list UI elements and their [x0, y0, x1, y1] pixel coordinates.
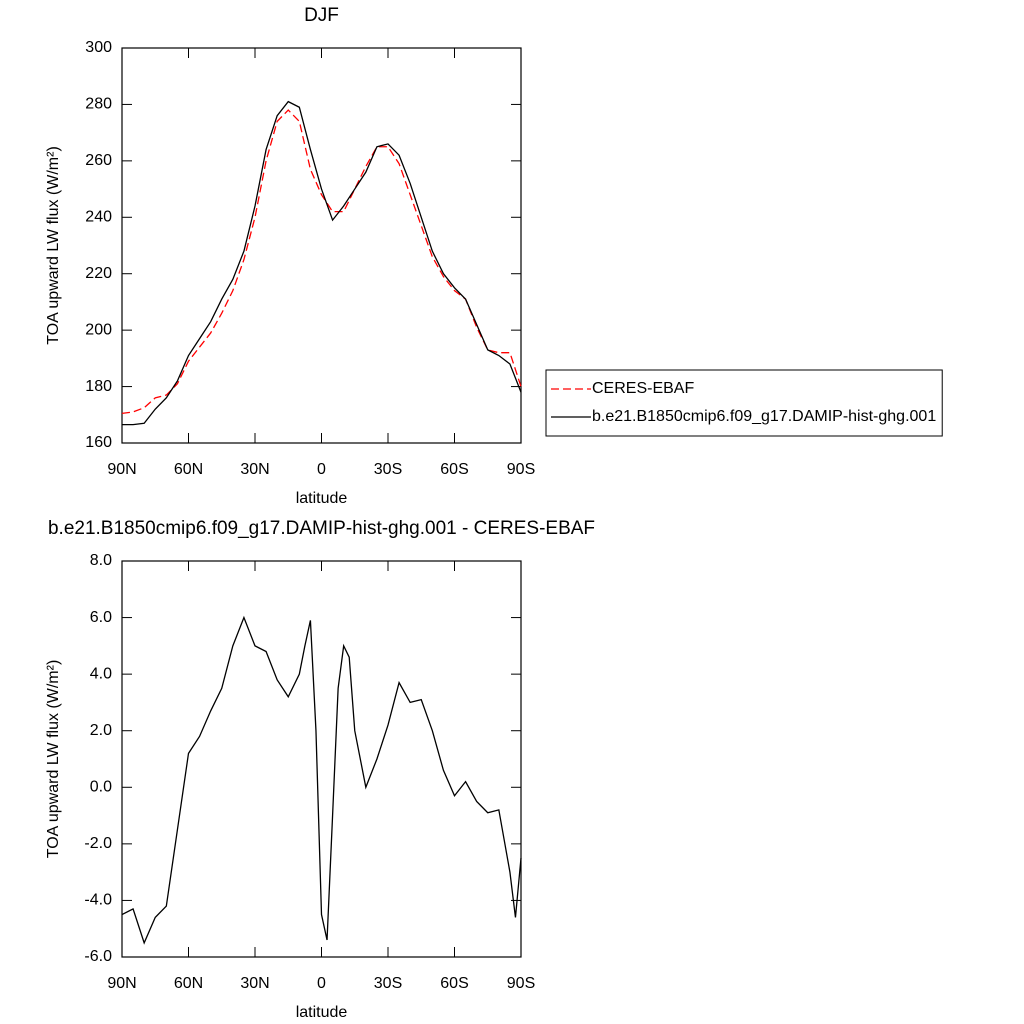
legend-label: CERES-EBAF — [592, 380, 694, 397]
y-tick-label: 4.0 — [90, 665, 112, 682]
y-axis-label: TOA upward LW flux (W/m²) — [45, 660, 62, 859]
x-tick-label: 60N — [174, 461, 203, 478]
plot-frame — [121, 560, 522, 958]
y-tick-label: 300 — [85, 39, 112, 56]
x-tick-label: 30S — [374, 461, 402, 478]
x-tick-label: 90N — [107, 975, 136, 992]
y-tick-label: 260 — [85, 152, 112, 169]
x-tick-label: 0 — [317, 461, 326, 478]
y-tick-label: -2.0 — [84, 835, 112, 852]
x-tick-label: 60N — [174, 975, 203, 992]
y-tick-label: 240 — [85, 209, 112, 226]
x-axis-label: latitude — [296, 490, 348, 507]
data-line — [121, 615, 522, 945]
y-tick-label: -4.0 — [84, 892, 112, 909]
x-tick-label: 90S — [507, 975, 535, 992]
plot-frame — [121, 47, 522, 444]
legend: CERES-EBAF b.e21.B1850cmip6.f09_g17.DAMIP… — [545, 369, 943, 437]
x-tick-label: 90N — [107, 461, 136, 478]
legend-frame — [545, 369, 943, 437]
y-tick-label: 6.0 — [90, 609, 112, 626]
data-line — [121, 109, 522, 415]
x-tick-label: 0 — [317, 975, 326, 992]
y-tick-label: 8.0 — [90, 552, 112, 569]
legend-label: b.e21.B1850cmip6.f09_g17.DAMIP-hist-ghg.… — [592, 408, 936, 425]
chart-title: b.e21.B1850cmip6.f09_g17.DAMIP-hist-ghg.… — [48, 518, 595, 539]
x-axis-label: latitude — [296, 1004, 348, 1021]
data-line — [122, 100, 522, 426]
y-tick-label: 160 — [85, 434, 112, 451]
x-tick-label: 30S — [374, 975, 402, 992]
x-tick-label: 60S — [440, 975, 468, 992]
y-tick-label: 180 — [85, 378, 112, 395]
x-tick-label: 90S — [507, 461, 535, 478]
y-tick-label: 200 — [85, 321, 112, 338]
y-tick-label: -6.0 — [84, 948, 112, 965]
y-tick-label: 220 — [85, 265, 112, 282]
chart-title: DJF — [304, 5, 339, 26]
x-tick-label: 60S — [440, 461, 468, 478]
x-tick-label: 30N — [240, 975, 269, 992]
y-axis-label: TOA upward LW flux (W/m²) — [45, 146, 62, 345]
y-tick-label: 2.0 — [90, 722, 112, 739]
y-tick-label: 0.0 — [90, 779, 112, 796]
y-tick-label: 280 — [85, 96, 112, 113]
x-tick-label: 30N — [240, 461, 269, 478]
